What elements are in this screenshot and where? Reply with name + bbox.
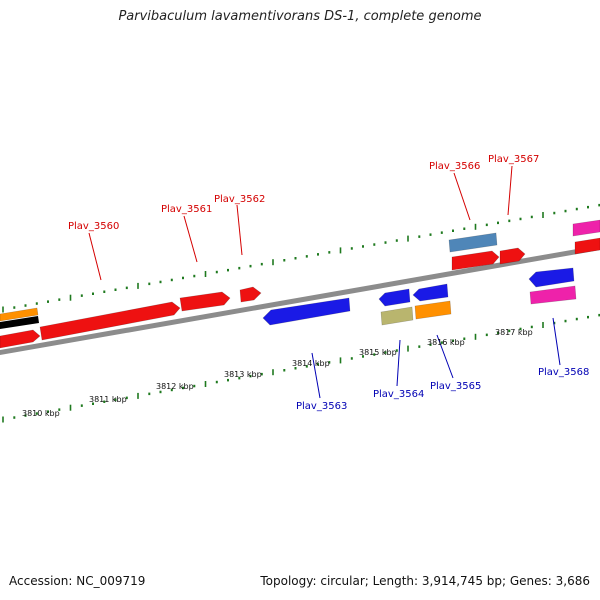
scale-label-3817: 3817 kbp <box>495 328 533 337</box>
genome-backbone <box>0 244 600 356</box>
gene-features <box>0 219 600 349</box>
gene-plav-3562[interactable] <box>239 286 262 303</box>
leader-plav-3563 <box>311 352 321 399</box>
gene-plav-3566[interactable] <box>451 250 500 271</box>
gene-plav-3563[interactable] <box>262 297 351 326</box>
leader-plav-3560 <box>88 232 102 281</box>
scale-label-3816: 3816 kbp <box>427 338 465 347</box>
blue-gray-feature[interactable] <box>448 232 498 253</box>
olive-feature[interactable] <box>380 306 414 326</box>
scale-label-3812: 3812 kbp <box>156 382 194 391</box>
gene-plav-3567[interactable] <box>499 247 526 265</box>
scale-label-3815: 3815 kbp <box>359 348 397 357</box>
scale-label-3814: 3814 kbp <box>292 359 330 368</box>
gene-label-plav-3566[interactable]: Plav_3566 <box>429 161 480 172</box>
gene-plav-3561[interactable] <box>179 291 231 312</box>
tick-marks <box>2 203 600 423</box>
gene-label-plav-3564[interactable]: Plav_3564 <box>373 389 424 400</box>
accession-text: Accession: NC_009719 <box>9 574 146 588</box>
gene-label-plav-3563[interactable]: Plav_3563 <box>296 401 347 412</box>
orange-feature-middle[interactable] <box>414 300 452 320</box>
gene-label-plav-3565[interactable]: Plav_3565 <box>430 381 481 392</box>
gene-plav-3560[interactable] <box>39 301 181 341</box>
gene-plav-3565[interactable] <box>412 283 449 302</box>
leader-plav-3561 <box>183 215 198 263</box>
leader-plav-3567 <box>507 165 513 216</box>
gene-label-plav-3561[interactable]: Plav_3561 <box>161 204 212 215</box>
scale-labels: 3810 kbp 3811 kbp 3812 kbp 3813 kbp 3814… <box>22 328 533 418</box>
orange-feature-left[interactable] <box>0 316 39 329</box>
genome-summary-text: Topology: circular; Length: 3,914,745 bp… <box>260 574 590 588</box>
gray-feature-right[interactable] <box>572 219 600 237</box>
red-gene-right-edge[interactable] <box>574 237 600 255</box>
scale-label-3810: 3810 kbp <box>22 409 60 418</box>
magenta-feature-right[interactable] <box>529 285 577 305</box>
leader-plav-3565 <box>436 334 454 379</box>
page-title: Parvibaculum lavamentivorans DS-1, compl… <box>118 9 482 24</box>
leader-plav-3566 <box>453 172 471 221</box>
leader-plav-3564 <box>396 339 401 387</box>
gene-labels: Plav_3560 Plav_3561 Plav_3562 Plav_3566 … <box>68 154 589 412</box>
magenta-feature-left[interactable] <box>0 307 39 322</box>
gene-label-plav-3562[interactable]: Plav_3562 <box>214 194 265 205</box>
red-gene-left-edge[interactable] <box>0 329 41 349</box>
scale-label-3811: 3811 kbp <box>89 395 127 404</box>
gene-label-plav-3568[interactable]: Plav_3568 <box>538 367 589 378</box>
gene-label-plav-3560[interactable]: Plav_3560 <box>68 221 119 232</box>
gene-plav-3564[interactable] <box>378 288 411 307</box>
scale-label-3813: 3813 kbp <box>224 370 262 379</box>
leader-plav-3568 <box>552 317 561 366</box>
label-leader-lines <box>88 165 561 399</box>
leader-plav-3562 <box>236 204 243 256</box>
gene-plav-3568[interactable] <box>528 267 575 288</box>
gene-label-plav-3567[interactable]: Plav_3567 <box>488 154 539 165</box>
